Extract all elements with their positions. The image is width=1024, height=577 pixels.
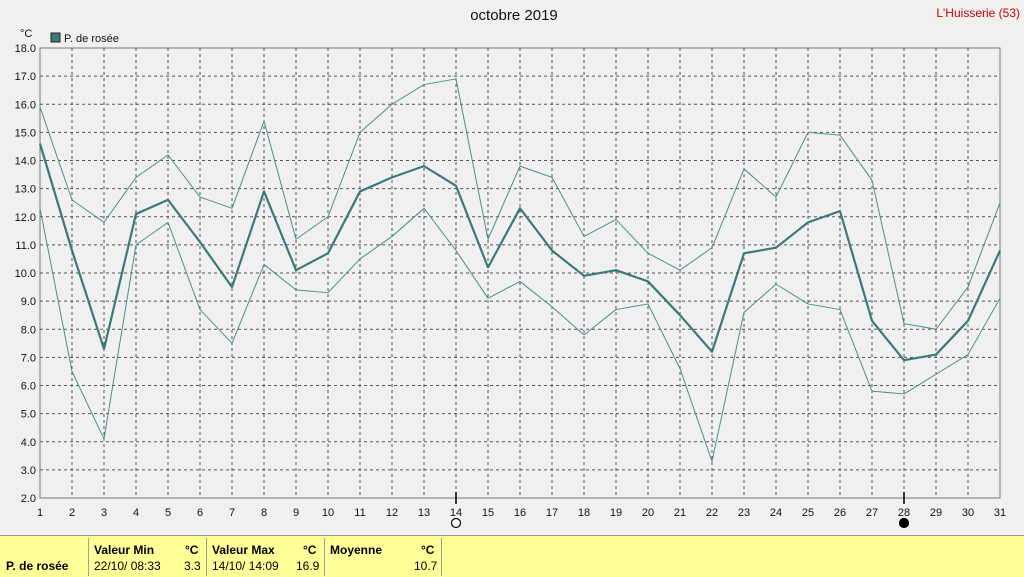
max-value: 16.9 [296, 559, 320, 573]
y-tick-label: 5.0 [21, 409, 36, 421]
y-tick-label: 6.0 [21, 381, 36, 393]
x-tick-label: 21 [674, 507, 686, 519]
stats-panel: P. de rosée Valeur Min °C 22/10/ 08:33 3… [0, 535, 1024, 577]
series-line-min [39, 207, 1001, 462]
x-tick-label: 27 [866, 507, 878, 519]
stats-divider [324, 538, 325, 576]
chart-title: octobre 2019 [470, 7, 558, 24]
x-tick-label: 25 [802, 507, 814, 519]
plot-area: 2.0 3.0 4.0 5.0 6.0 7.0 8.0 9.0 10.0 11.0 12.0 13.0… [15, 43, 1006, 529]
y-tick-label: 15.0 [15, 127, 36, 139]
dew-point-chart: octobre 2019 L'Huisserie (53) °C P. de r… [15, 6, 1020, 529]
y-tick-label: 8.0 [21, 324, 36, 336]
x-tick-label: 7 [229, 507, 235, 519]
y-tick-label: 12.0 [15, 212, 36, 224]
x-tick-label: 5 [165, 507, 171, 519]
x-tick-label: 2 [69, 507, 75, 519]
x-tick-label: 17 [546, 507, 558, 519]
max-header: Valeur Max [212, 543, 275, 557]
x-tick-label: 29 [930, 507, 942, 519]
station-name: L'Huisserie (53) [936, 6, 1020, 20]
y-tick-label: 2.0 [21, 493, 36, 505]
x-tick-label: 14 [450, 507, 462, 519]
x-tick-label: 4 [133, 507, 139, 519]
y-tick-label: 7.0 [21, 352, 36, 364]
y-tick-label: 18.0 [15, 43, 36, 55]
legend-swatch [50, 32, 61, 43]
x-tick-label: 16 [514, 507, 526, 519]
y-tick-label: 13.0 [15, 184, 36, 196]
max-unit: °C [303, 543, 317, 557]
x-tick-label: 3 [101, 507, 107, 519]
x-tick-label: 9 [293, 507, 299, 519]
avg-value: 10.7 [414, 559, 438, 573]
y-tick-label: 14.0 [15, 156, 36, 168]
y-tick-label: 11.0 [15, 240, 36, 252]
x-tick-label: 28 [898, 507, 910, 519]
stats-divider [88, 538, 89, 576]
min-date: 22/10/ 08:33 [94, 559, 161, 573]
avg-unit: °C [421, 543, 435, 557]
y-tick-label: 10.0 [15, 268, 36, 280]
avg-header: Moyenne [330, 543, 383, 557]
stats-row-label: P. de rosée [6, 559, 69, 573]
x-tick-label: 20 [642, 507, 654, 519]
x-tick-label: 22 [706, 507, 718, 519]
series-line-max [39, 78, 1001, 330]
y-tick-label: 16.0 [15, 99, 36, 111]
x-tick-label: 12 [386, 507, 398, 519]
stats-divider [441, 538, 442, 576]
max-date: 14/10/ 14:09 [212, 559, 279, 573]
new-moon-icon [898, 517, 910, 529]
series-line-mean [38, 143, 1002, 362]
x-tick-label: 18 [578, 507, 590, 519]
x-tick-label: 15 [482, 507, 494, 519]
legend-label: P. de rosée [64, 33, 119, 45]
x-tick-label: 24 [770, 507, 782, 519]
stats-divider [206, 538, 207, 576]
x-tick-label: 11 [354, 507, 365, 519]
y-tick-label: 3.0 [21, 465, 36, 477]
y-tick-label: 9.0 [21, 296, 36, 308]
y-tick-label: 4.0 [21, 437, 36, 449]
min-value: 3.3 [184, 559, 201, 573]
x-tick-label: 30 [962, 507, 974, 519]
full-moon-icon [450, 517, 462, 529]
min-header: Valeur Min [94, 543, 155, 557]
x-tick-label: 23 [738, 507, 750, 519]
x-tick-label: 19 [610, 507, 622, 519]
x-tick-label: 8 [261, 507, 267, 519]
min-unit: °C [185, 543, 199, 557]
x-tick-label: 1 [37, 507, 43, 519]
x-tick-label: 26 [834, 507, 846, 519]
x-tick-label: 6 [197, 507, 203, 519]
y-tick-label: 17.0 [15, 71, 36, 83]
x-tick-label: 13 [418, 507, 430, 519]
y-axis-unit: °C [20, 28, 32, 40]
x-tick-label: 10 [322, 507, 334, 519]
x-tick-label: 31 [994, 507, 1006, 519]
